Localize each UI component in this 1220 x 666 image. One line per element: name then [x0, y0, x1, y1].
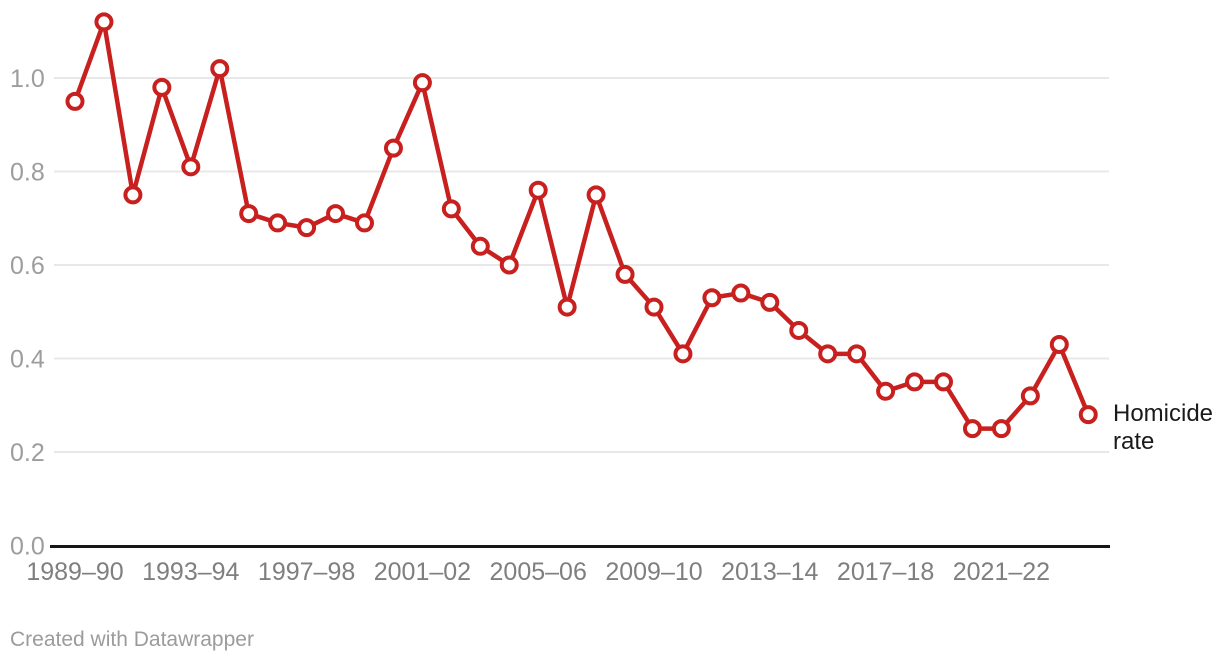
data-point-marker: [152, 77, 172, 97]
data-point-marker: [586, 185, 606, 205]
data-point-marker: [528, 180, 548, 200]
data-point-marker: [1020, 386, 1040, 406]
series-annotation: Homicide rate: [1113, 400, 1213, 455]
x-axis-tick-label: 2005–06: [490, 558, 587, 586]
y-axis-tick-label: 0.6: [10, 252, 45, 280]
data-point-marker: [1078, 405, 1098, 425]
x-axis-tick-label: 2013–14: [721, 558, 818, 586]
data-point-marker: [615, 264, 635, 284]
data-point-marker: [934, 372, 953, 392]
series-label-line2: rate: [1113, 428, 1154, 455]
data-point-marker: [876, 381, 896, 401]
data-point-marker: [326, 204, 346, 224]
x-axis-tick-label: 1993–94: [142, 558, 239, 586]
data-point-marker: [789, 320, 809, 340]
data-point-marker: [412, 73, 432, 93]
series-group: [65, 12, 1098, 439]
data-point-marker: [702, 288, 722, 308]
y-axis-tick-label: 0.0: [10, 533, 45, 561]
data-point-marker: [991, 419, 1011, 439]
data-point-marker: [905, 372, 925, 392]
axis-group: 0.0 0.2 0.4 0.6 0.8 1.0 1989–90 1993–94 1997–98 2…: [10, 65, 1110, 586]
x-axis-tick-label: 2021–22: [953, 558, 1050, 586]
data-point-marker: [94, 12, 114, 32]
data-point-marker: [441, 199, 461, 219]
data-point-marker: [239, 204, 259, 224]
data-point-marker: [181, 157, 201, 177]
data-point-marker: [297, 218, 317, 238]
y-axis-tick-label: 0.8: [10, 159, 45, 187]
x-axis-tick-label: 1989–90: [26, 558, 123, 586]
data-point-marker: [818, 344, 838, 364]
data-point-marker: [847, 344, 867, 364]
data-point-marker: [557, 297, 577, 317]
data-point-marker: [268, 213, 288, 233]
data-point-marker: [470, 236, 490, 256]
data-point-marker: [644, 297, 664, 317]
data-point-marker: [760, 292, 780, 312]
x-axis-tick-label: 2009–10: [605, 558, 702, 586]
x-axis-tick-label: 1997–98: [258, 558, 355, 586]
y-axis-tick-label: 1.0: [10, 65, 45, 93]
line-series: [72, 19, 1091, 431]
x-axis-tick-label: 2001–02: [374, 558, 471, 586]
data-point-marker: [355, 213, 374, 233]
x-axis-tick-label: 2017–18: [837, 558, 934, 586]
data-point-marker: [673, 344, 693, 364]
data-point-marker: [65, 91, 85, 111]
data-point-marker: [210, 59, 230, 79]
y-axis-tick-label: 0.4: [10, 346, 45, 374]
data-point-marker: [123, 185, 143, 205]
data-point-marker: [383, 138, 403, 158]
data-point-marker: [962, 419, 982, 439]
series-label-line1: Homicide: [1113, 400, 1213, 427]
gridlines-group: [54, 77, 1109, 453]
data-point-marker: [731, 283, 751, 303]
data-point-marker: [499, 255, 519, 275]
y-axis-tick-label: 0.2: [10, 439, 45, 467]
data-point-marker: [1049, 334, 1069, 354]
datawrapper-credit: Created with Datawrapper: [10, 628, 254, 651]
